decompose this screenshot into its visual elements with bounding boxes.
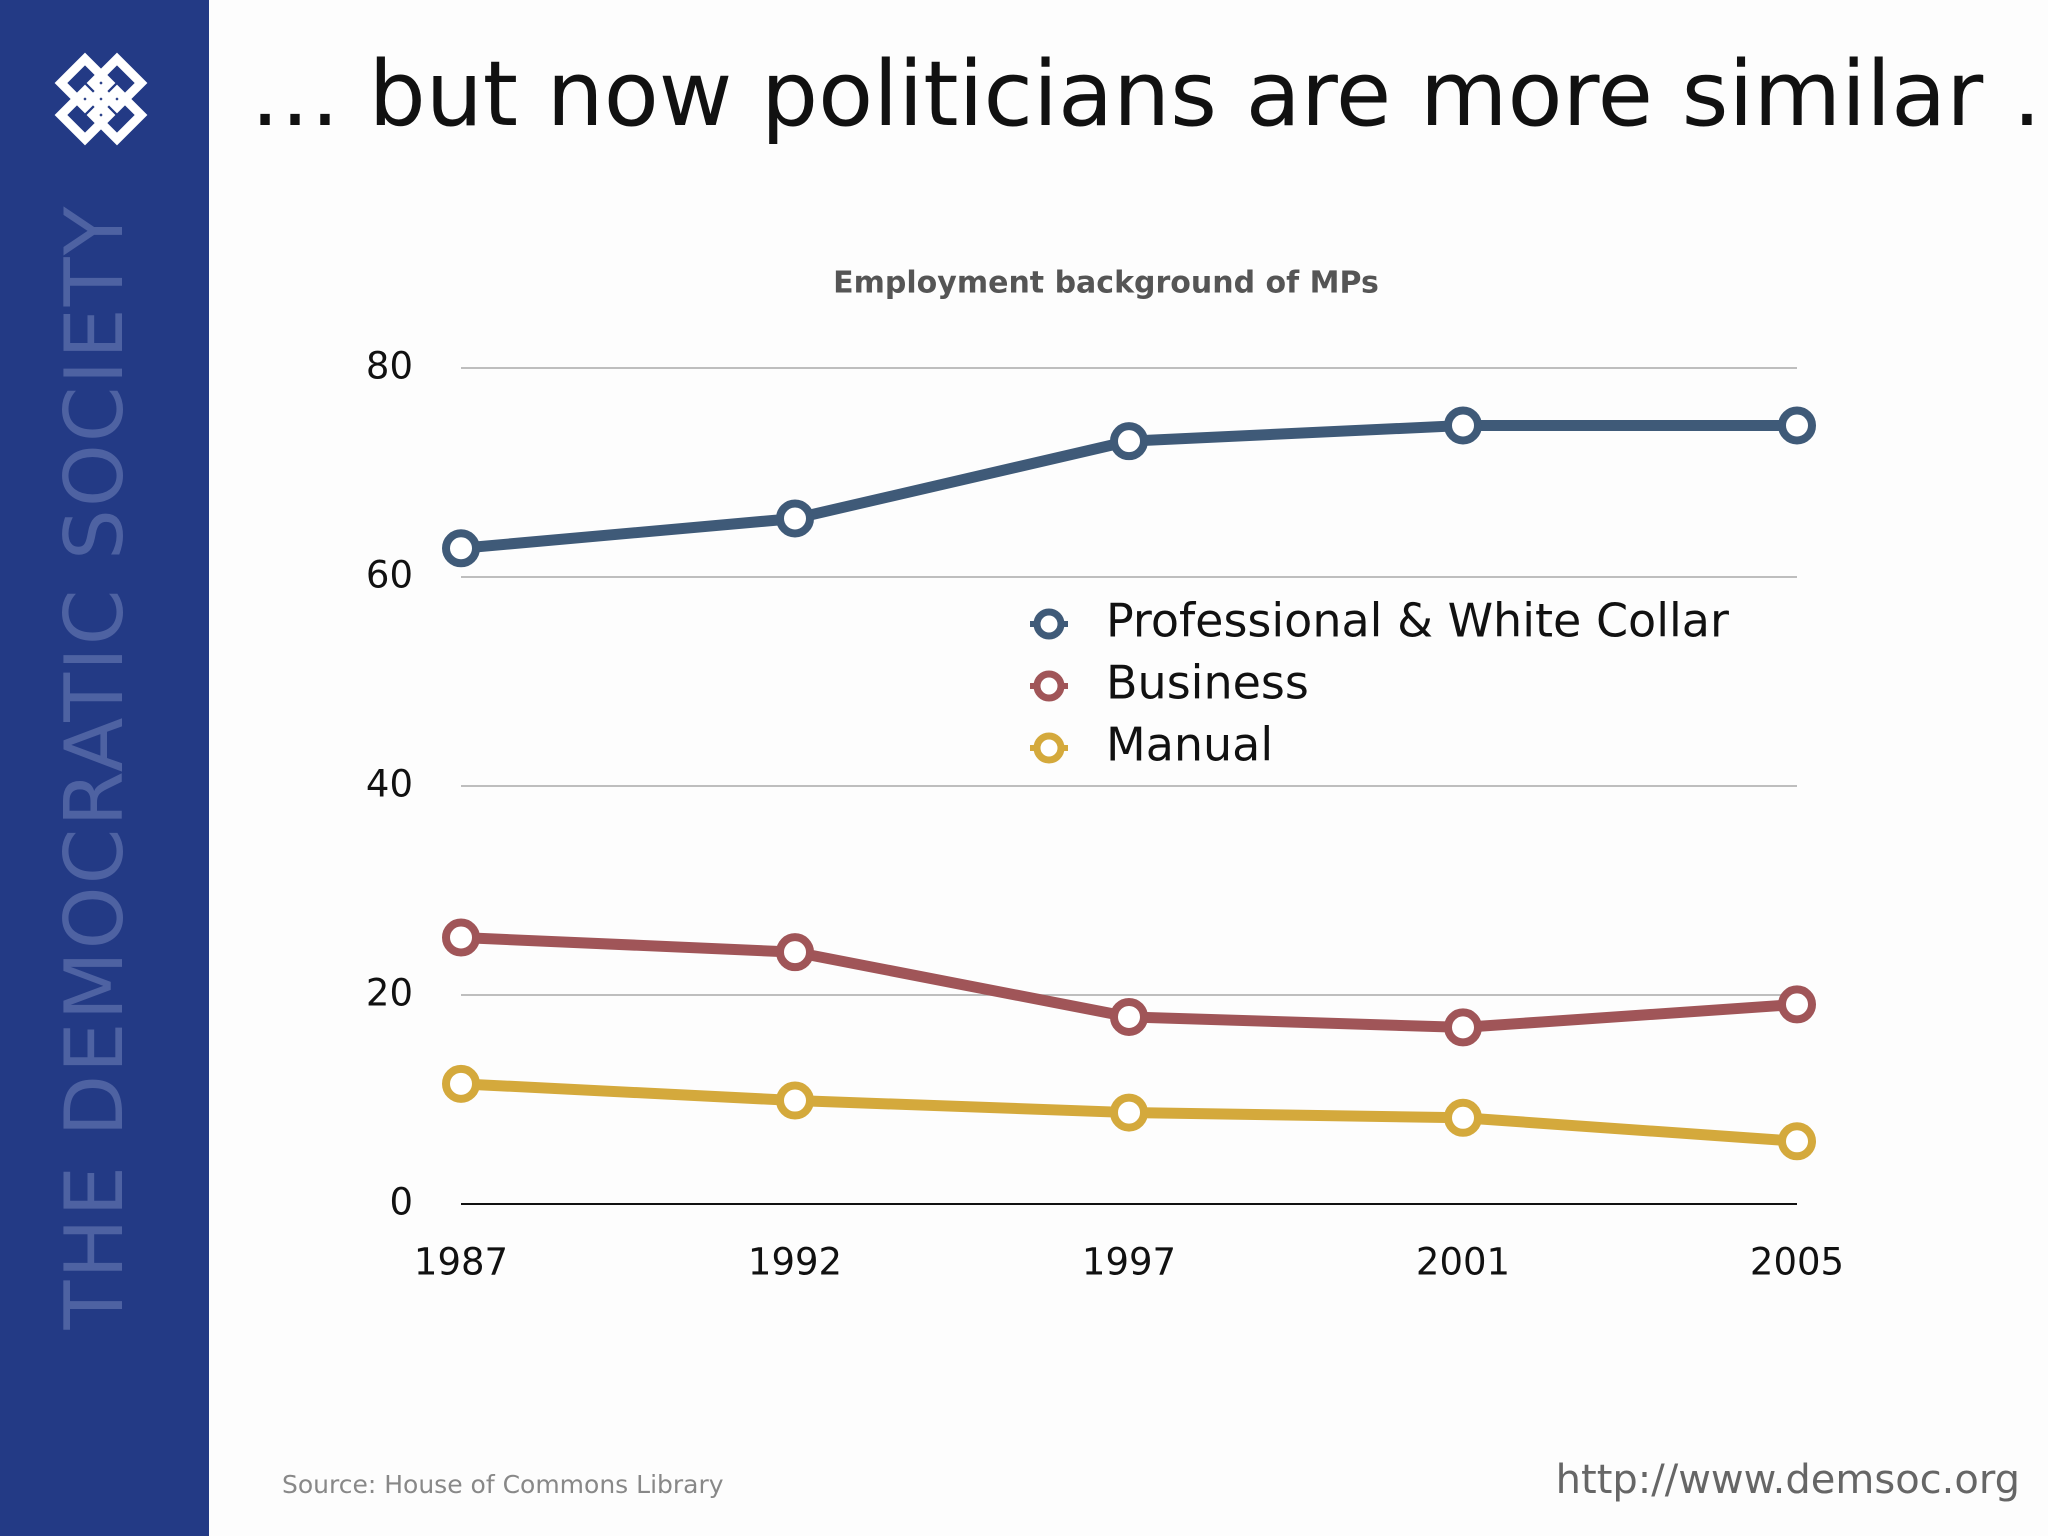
sidebar-text: THE DEMOCRATIC SOCIETY <box>48 204 141 1330</box>
plot: 0 20 40 60 80 1987 1992 1997 2001 2005 Professiona… <box>366 345 1844 1284</box>
data-point <box>1444 406 1482 445</box>
data-point <box>1778 1122 1816 1161</box>
legend-label: Professional & White Collar <box>1106 594 1729 648</box>
data-point <box>1444 1098 1482 1137</box>
x-tick-label: 1992 <box>748 1241 842 1284</box>
y-tick-label: 60 <box>366 554 413 597</box>
data-point <box>1110 422 1148 461</box>
legend-label: Business <box>1106 656 1309 710</box>
data-point <box>442 918 480 957</box>
x-tick-label: 1987 <box>414 1241 508 1284</box>
y-tick-label: 80 <box>366 345 413 388</box>
data-point <box>1778 985 1816 1024</box>
y-tick-label: 40 <box>366 763 413 806</box>
legend-marker <box>1033 732 1065 764</box>
legend-marker <box>1033 608 1065 640</box>
legend-label: Manual <box>1106 718 1273 772</box>
data-point <box>1444 1008 1482 1047</box>
y-tick-label: 0 <box>389 1181 413 1224</box>
sidebar <box>0 0 209 1536</box>
data-point <box>442 529 480 568</box>
chart-title: Employment background of MPs <box>833 266 1379 301</box>
data-point <box>776 933 814 972</box>
slide-title: … but now politicians are more similar … <box>250 42 2048 147</box>
data-point <box>776 1081 814 1120</box>
x-tick-label: 1997 <box>1082 1241 1176 1284</box>
data-point <box>1778 406 1816 445</box>
x-tick-label: 2005 <box>1750 1241 1844 1284</box>
data-point <box>1110 997 1148 1036</box>
logo <box>54 52 148 146</box>
data-point <box>1110 1093 1148 1132</box>
data-point <box>776 499 814 538</box>
url: http://www.demsoc.org <box>1556 1457 2020 1503</box>
x-tick-label: 2001 <box>1416 1241 1510 1284</box>
y-tick-label: 20 <box>366 972 413 1015</box>
legend-marker <box>1033 670 1065 702</box>
data-point <box>442 1064 480 1103</box>
source: Source: House of Commons Library <box>282 1470 724 1499</box>
